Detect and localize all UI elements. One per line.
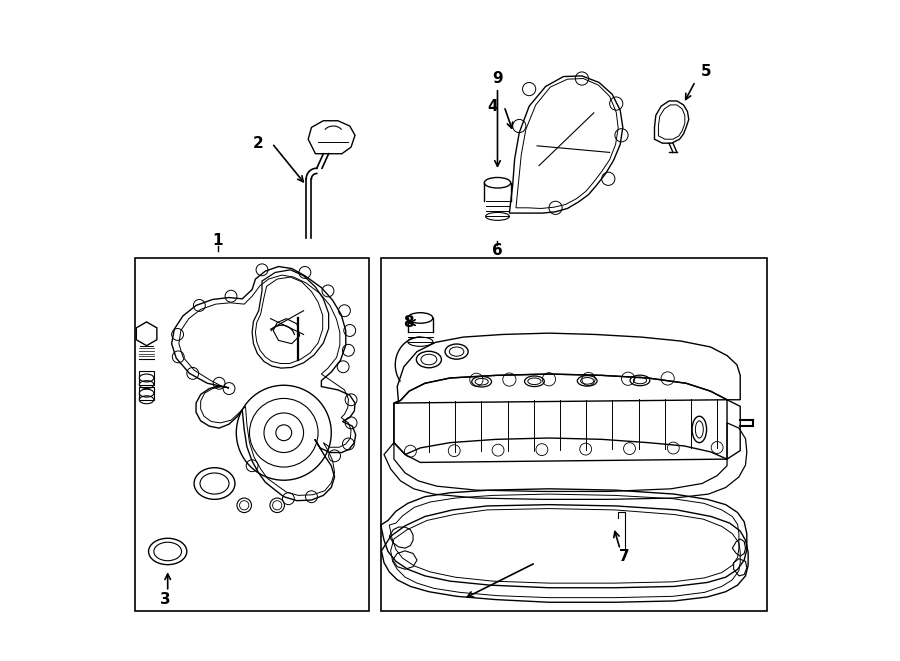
Bar — [381, 258, 767, 611]
Text: 2: 2 — [253, 136, 264, 151]
Text: 9: 9 — [492, 71, 503, 86]
Bar — [135, 258, 369, 611]
Bar — [140, 371, 154, 385]
Text: 7: 7 — [619, 549, 630, 564]
Text: 4: 4 — [487, 98, 498, 114]
Text: 3: 3 — [159, 592, 170, 607]
Bar — [140, 387, 154, 400]
Text: 6: 6 — [492, 243, 503, 258]
Text: 5: 5 — [700, 64, 711, 79]
Text: 1: 1 — [212, 233, 223, 249]
Text: 8: 8 — [403, 315, 414, 330]
